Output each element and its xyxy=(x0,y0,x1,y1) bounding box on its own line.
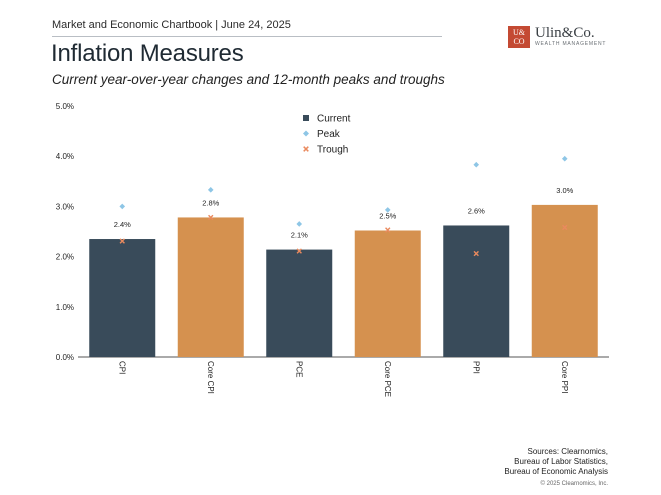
data-label: 2.1% xyxy=(291,231,308,240)
x-tick-label: Core PCE xyxy=(383,361,392,397)
trough-marker xyxy=(473,250,479,257)
bar-core-ppi xyxy=(531,204,598,357)
y-tick-label: 2.0% xyxy=(56,253,74,262)
logo-mark: U& CO xyxy=(508,26,530,48)
logo-subtitle: WEALTH MANAGEMENT xyxy=(535,41,607,47)
legend-label: Current xyxy=(317,114,351,125)
legend-trough-swatch xyxy=(303,146,309,152)
trough-marker xyxy=(562,224,568,231)
data-label: 2.4% xyxy=(114,220,131,229)
peak-marker xyxy=(207,187,214,193)
y-tick-label: 5.0% xyxy=(56,102,74,111)
legend-label: Peak xyxy=(317,129,341,140)
header-divider xyxy=(52,36,442,37)
copyright: © 2025 Clearnomics, Inc. xyxy=(540,481,608,487)
data-label: 2.6% xyxy=(468,206,485,215)
company-logo: U& CO Ulin&Co. WEALTH MANAGEMENT xyxy=(508,25,606,49)
y-tick-label: 0.0% xyxy=(56,353,74,362)
bar-pce xyxy=(266,249,333,357)
bar-ppi xyxy=(443,225,510,357)
x-tick-label: Core CPI xyxy=(206,361,215,394)
legend-peak-swatch xyxy=(303,130,309,137)
bar-core-pce xyxy=(354,230,421,357)
peak-marker xyxy=(473,161,480,168)
bar-cpi xyxy=(89,239,156,357)
page-title: Inflation Measures xyxy=(51,40,244,67)
data-label: 3.0% xyxy=(556,186,573,195)
x-tick-label: Core PPI xyxy=(560,361,569,393)
data-label: 2.8% xyxy=(202,198,219,207)
peak-marker xyxy=(561,155,568,162)
chartbook-header: Market and Economic Chartbook | June 24,… xyxy=(52,19,291,31)
trough-marker xyxy=(208,214,214,221)
legend-label: Trough xyxy=(317,145,348,156)
logo-mark-line1: U& xyxy=(513,28,525,37)
x-tick-label: CPI xyxy=(117,361,126,374)
sources-note: Sources: Clearnomics, Bureau of Labor St… xyxy=(504,447,608,489)
sources-line-3: Bureau of Economic Analysis xyxy=(504,467,608,476)
data-label: 2.5% xyxy=(379,211,396,220)
y-tick-label: 1.0% xyxy=(56,303,74,312)
peak-marker xyxy=(384,207,391,213)
bar-core-cpi xyxy=(177,217,244,357)
trough-marker xyxy=(296,248,302,254)
legend-current-swatch xyxy=(303,115,309,121)
trough-marker xyxy=(385,227,391,233)
y-tick-label: 4.0% xyxy=(56,152,74,161)
page-subtitle: Current year-over-year changes and 12-mo… xyxy=(52,72,445,87)
trough-marker xyxy=(119,238,125,244)
peak-marker xyxy=(119,203,126,210)
x-tick-label: PPI xyxy=(471,361,480,374)
y-tick-label: 3.0% xyxy=(56,202,74,211)
sources-line-1: Sources: Clearnomics, xyxy=(527,447,608,456)
peak-marker xyxy=(296,221,303,227)
x-tick-label: PCE xyxy=(294,361,303,377)
logo-mark-line2: CO xyxy=(513,37,525,46)
sources-line-2: Bureau of Labor Statistics, xyxy=(514,457,608,466)
logo-name: Ulin&Co. xyxy=(535,25,595,41)
logo-text: Ulin&Co. WEALTH MANAGEMENT xyxy=(535,26,606,48)
